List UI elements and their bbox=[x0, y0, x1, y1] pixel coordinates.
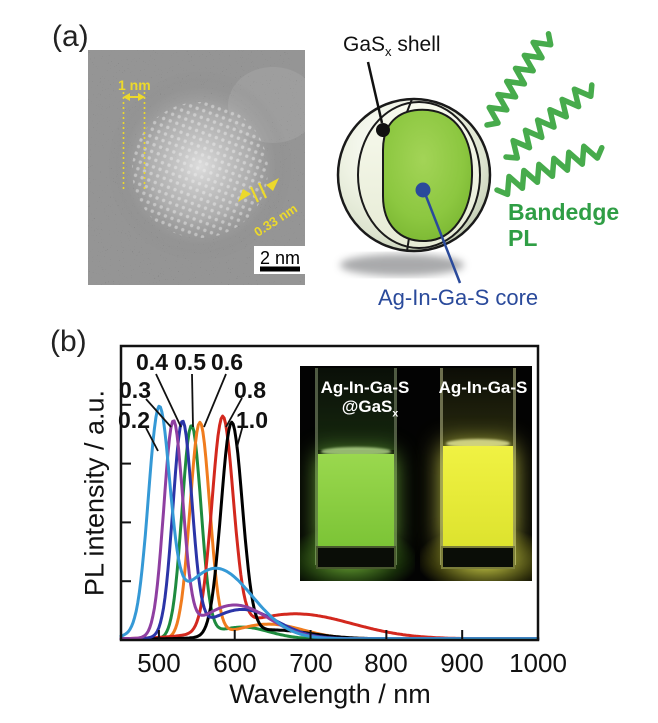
leader-0.5 bbox=[191, 373, 194, 428]
shell-label-rest: shell bbox=[391, 33, 441, 56]
cuvette-air-gap bbox=[443, 368, 513, 450]
xtick-600: 600 bbox=[213, 648, 257, 678]
panel-a-label: (a) bbox=[52, 20, 89, 53]
xtick-700: 700 bbox=[289, 648, 333, 678]
tem-micrograph: 1 nm 0.33 nm 2 nm bbox=[88, 50, 305, 285]
inset-photo: Ag-In-Ga-S @GaSx Ag-In-Ga-S bbox=[300, 366, 532, 581]
curve-label-leaders bbox=[145, 373, 244, 452]
curve-label-0.5: 0.5 bbox=[174, 349, 206, 375]
core-label: Ag-In-Ga-S core bbox=[378, 285, 539, 310]
cuvette-air-gap bbox=[318, 368, 394, 450]
cuvette-base bbox=[441, 546, 515, 569]
xtick-500: 500 bbox=[137, 648, 181, 678]
meniscus-highlight bbox=[321, 447, 391, 456]
leader-0.6 bbox=[203, 373, 227, 428]
core-blob bbox=[382, 108, 474, 243]
cuvette-core-only bbox=[440, 368, 516, 569]
cuvette-core-shell bbox=[315, 368, 397, 569]
inset-left-sample-label: Ag-In-Ga-S bbox=[320, 378, 410, 397]
inset-left-sample-label-line2: @GaSx bbox=[342, 397, 398, 419]
tem-arrow-right bbox=[138, 93, 145, 101]
meniscus-highlight bbox=[446, 439, 510, 448]
cuvette-base bbox=[316, 546, 396, 569]
scalebar-label: 2 nm bbox=[260, 248, 300, 268]
core-pointer-line bbox=[424, 195, 462, 284]
tem-scalebar: 2 nm bbox=[254, 246, 305, 274]
leader-0.4 bbox=[155, 373, 182, 428]
wave-icon bbox=[484, 31, 554, 128]
inset-left-shell-sub: x bbox=[392, 407, 399, 420]
panel-b-label: (b) bbox=[50, 325, 87, 358]
inset-right-sample-label: Ag-In-Ga-S bbox=[438, 378, 528, 397]
core-pointer-dot bbox=[415, 182, 431, 198]
y-axis-title: PL intensity / a.u. bbox=[79, 389, 110, 597]
shell-label-sub: x bbox=[385, 44, 392, 60]
xtick-1000: 1000 bbox=[509, 648, 567, 678]
shell-seam-bottom bbox=[406, 237, 410, 252]
leader-0.8 bbox=[225, 397, 243, 428]
tem-fringe-arrow-right bbox=[266, 178, 279, 191]
bandedge-pl-label: Bandedge PL bbox=[508, 199, 619, 251]
leader-0.3 bbox=[145, 398, 172, 428]
core-shell-schematic bbox=[336, 31, 605, 284]
leader-1.0 bbox=[236, 424, 244, 448]
tem-fringe-mark-1 bbox=[250, 186, 259, 203]
inset-left-shell-base: @GaS bbox=[341, 397, 393, 416]
scalebar-bar bbox=[260, 266, 300, 272]
yellow-luminescent-liquid bbox=[443, 446, 513, 546]
wave-icon bbox=[494, 143, 605, 198]
curve-label-1.0: 1.0 bbox=[236, 407, 268, 433]
sphere-shadow bbox=[340, 254, 464, 276]
curve-label-0.2: 0.2 bbox=[118, 407, 150, 433]
bandedge-line1: Bandedge bbox=[508, 199, 620, 225]
xtick-800: 800 bbox=[364, 648, 408, 678]
curve-label-0.3: 0.3 bbox=[119, 377, 151, 403]
xtick-900: 900 bbox=[440, 648, 484, 678]
bandedge-line2: PL bbox=[508, 225, 538, 251]
shell-pointer-dot bbox=[376, 123, 390, 137]
tem-fringe-mark-2 bbox=[258, 182, 267, 199]
emission-waves bbox=[484, 31, 605, 198]
tem-1nm-label: 1 nm bbox=[118, 77, 151, 93]
leader-0.2 bbox=[145, 427, 159, 452]
curve-label-0.4: 0.4 bbox=[136, 349, 168, 375]
shell-label: GaSx shell bbox=[343, 33, 441, 59]
curve-label-0.8: 0.8 bbox=[234, 377, 266, 403]
tem-fringe-arrow-left bbox=[238, 189, 251, 202]
plot-box bbox=[119, 344, 540, 642]
green-luminescent-liquid bbox=[318, 454, 394, 546]
shell-label-base: GaS bbox=[343, 33, 386, 56]
x-axis-title: Wavelength / nm bbox=[229, 679, 431, 709]
tem-arrow-left bbox=[123, 93, 130, 101]
curve-label-0.6: 0.6 bbox=[211, 349, 243, 375]
wave-icon bbox=[503, 82, 595, 161]
shell-pointer-line bbox=[366, 61, 384, 124]
shell-seam-top bbox=[406, 98, 413, 113]
